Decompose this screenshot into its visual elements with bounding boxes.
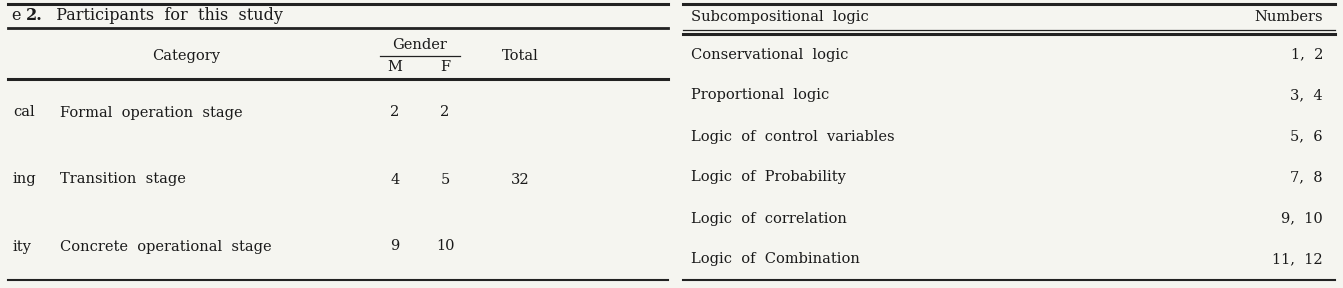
Text: 7,  8: 7, 8 [1291,170,1323,185]
Text: Total: Total [502,49,539,63]
Text: ing: ing [13,173,36,187]
Text: ity: ity [13,240,32,253]
Text: Transition  stage: Transition stage [60,173,185,187]
Text: Logic  of  Combination: Logic of Combination [692,253,860,266]
Text: 10: 10 [435,240,454,253]
Text: Logic  of  Probability: Logic of Probability [692,170,846,185]
Text: 1,  2: 1, 2 [1291,48,1323,62]
Text: Category: Category [153,49,220,63]
Text: Participants  for  this  study: Participants for this study [46,7,283,24]
Text: Numbers: Numbers [1254,10,1323,24]
Text: Gender: Gender [392,38,447,52]
Text: cal: cal [13,105,35,120]
Text: 5: 5 [441,173,450,187]
Text: F: F [441,60,450,74]
Text: 9,  10: 9, 10 [1281,211,1323,226]
Text: Formal  operation  stage: Formal operation stage [60,105,243,120]
Text: 3,  4: 3, 4 [1291,88,1323,103]
Text: 9: 9 [391,240,400,253]
Text: 2: 2 [441,105,450,120]
Text: 2: 2 [391,105,400,120]
Text: 32: 32 [510,173,529,187]
Text: Concrete  operational  stage: Concrete operational stage [60,240,271,253]
Text: Proportional  logic: Proportional logic [692,88,829,103]
Text: Logic  of  correlation: Logic of correlation [692,211,847,226]
Text: 5,  6: 5, 6 [1291,130,1323,143]
Text: Conservational  logic: Conservational logic [692,48,849,62]
Text: 2.: 2. [26,7,43,24]
Text: Subcompositional  logic: Subcompositional logic [692,10,869,24]
Text: M: M [388,60,403,74]
Text: 11,  12: 11, 12 [1272,253,1323,266]
Text: Logic  of  control  variables: Logic of control variables [692,130,894,143]
Text: 4: 4 [391,173,400,187]
Text: e: e [12,7,27,24]
